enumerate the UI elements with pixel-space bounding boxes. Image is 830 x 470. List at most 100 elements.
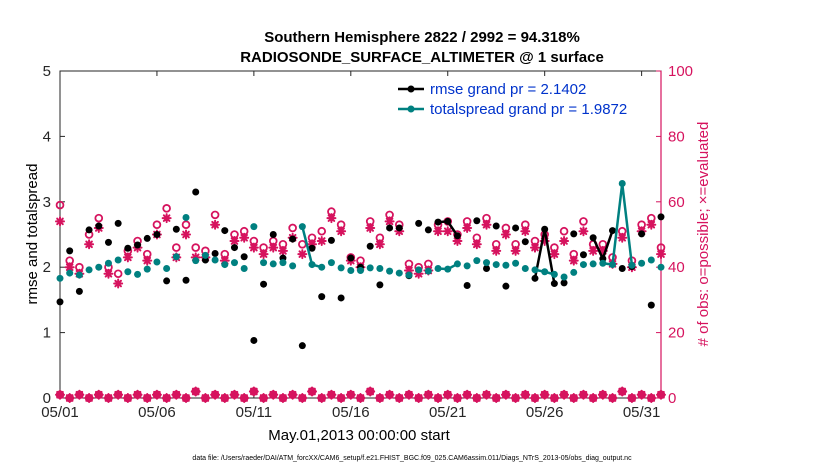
rmse-marker [134,241,142,249]
rmse-marker [114,219,122,227]
spread-marker [366,264,374,272]
rmse-marker [192,188,200,196]
obs-evaluated-marker [588,245,599,256]
obs-evaluated-marker [559,236,570,247]
rmse-marker [240,253,248,261]
spread-marker [609,261,617,269]
rmse-marker [337,294,345,302]
spread-marker [298,223,306,231]
obs-baseline-evaluated-marker [491,393,502,403]
obs-baseline-evaluated-marker [248,386,259,397]
obs-evaluated-marker [181,229,192,240]
obs-evaluated-marker [433,226,444,237]
obs-baseline-evaluated-marker [345,389,356,400]
obs-baseline-evaluated-marker [374,393,385,403]
rmse-marker [250,336,258,344]
rmse-marker [124,244,132,252]
rmse-marker [269,231,277,238]
rmse-marker [182,276,190,284]
rmse-marker [444,217,452,225]
spread-marker [463,262,471,270]
obs-baseline-evaluated-marker [403,389,414,400]
rmse-marker [143,234,151,242]
spread-marker [104,259,112,267]
spread-marker [386,267,394,275]
spread-marker [541,268,549,276]
obs-evaluated-marker [462,222,473,233]
y-right-tick-label: 20 [668,325,685,342]
spread-marker [599,259,607,267]
rmse-marker [512,224,520,232]
legend-spread-marker [407,105,415,113]
legend-rmse-label: rmse grand pr = 2.1402 [430,81,586,98]
obs-evaluated-marker [55,216,65,227]
rmse-marker [163,277,171,285]
rmse-marker [589,234,597,242]
rmse-marker [221,227,229,235]
obs-baseline-evaluated-marker [656,389,666,400]
spread-marker [172,253,180,261]
rmse-marker [395,224,403,232]
spread-marker [95,263,103,271]
obs-evaluated-marker [84,239,95,250]
obs-baseline-evaluated-marker [84,393,95,403]
obs-baseline-evaluated-marker [239,393,250,403]
spread-marker [415,266,423,274]
obs-baseline-evaluated-marker [103,393,114,403]
obs-baseline-evaluated-marker [151,389,162,400]
spread-marker [318,263,326,271]
rmse-marker [415,219,423,227]
obs-baseline-evaluated-marker [510,393,521,403]
x-tick-label: 05/31 [623,404,661,421]
obs-evaluated-marker [297,249,308,260]
obs-evaluated-marker [336,226,347,237]
spread-marker [376,265,384,273]
obs-baseline-evaluated-marker [142,393,153,403]
y-right-tick-label: 60 [668,194,685,211]
y-right-tick-label: 100 [668,63,693,80]
spread-marker [308,261,316,269]
obs-evaluated-marker [656,249,666,260]
obs-baseline-evaluated-marker [617,386,628,397]
spread-marker [201,251,209,259]
obs-evaluated-marker [210,219,221,230]
obs-baseline-evaluated-marker [277,393,288,403]
obs-baseline-evaluated-marker [578,389,589,400]
obs-evaluated-marker [64,262,75,273]
obs-evaluated-marker [142,255,153,266]
obs-evaluated-marker [578,226,589,237]
spread-marker [492,261,500,269]
obs-evaluated-marker [122,252,133,263]
spread-marker [570,268,578,276]
spread-marker [483,259,491,267]
spread-marker [550,270,558,278]
y-right-tick-label: 0 [668,390,676,407]
rmse-marker [66,247,74,255]
spread-marker [56,274,64,282]
obs-evaluated-marker [646,219,657,230]
rmse-marker [104,238,112,246]
obs-baseline-evaluated-marker [413,393,424,403]
obs-baseline-evaluated-marker [500,389,511,400]
obs-possible-marker [94,213,104,223]
obs-evaluated-marker [161,213,172,224]
obs-baseline-evaluated-marker [336,393,347,403]
spread-marker [279,259,287,267]
y-left-tick-label: 4 [43,128,51,145]
rmse-marker [230,244,238,252]
spread-marker [395,269,403,277]
rmse-marker [172,225,180,233]
spread-marker [66,269,74,277]
obs-possible-marker [288,223,297,233]
spread-marker [618,179,626,187]
rmse-marker [579,251,587,259]
obs-evaluated-marker [413,268,424,279]
obs-baseline-evaluated-marker [597,389,608,400]
spread-marker [163,265,171,273]
spread-marker [357,266,364,274]
spread-marker [143,265,151,273]
spread-marker [327,259,335,267]
rmse-marker [95,222,103,230]
obs-possible-marker [152,220,162,229]
